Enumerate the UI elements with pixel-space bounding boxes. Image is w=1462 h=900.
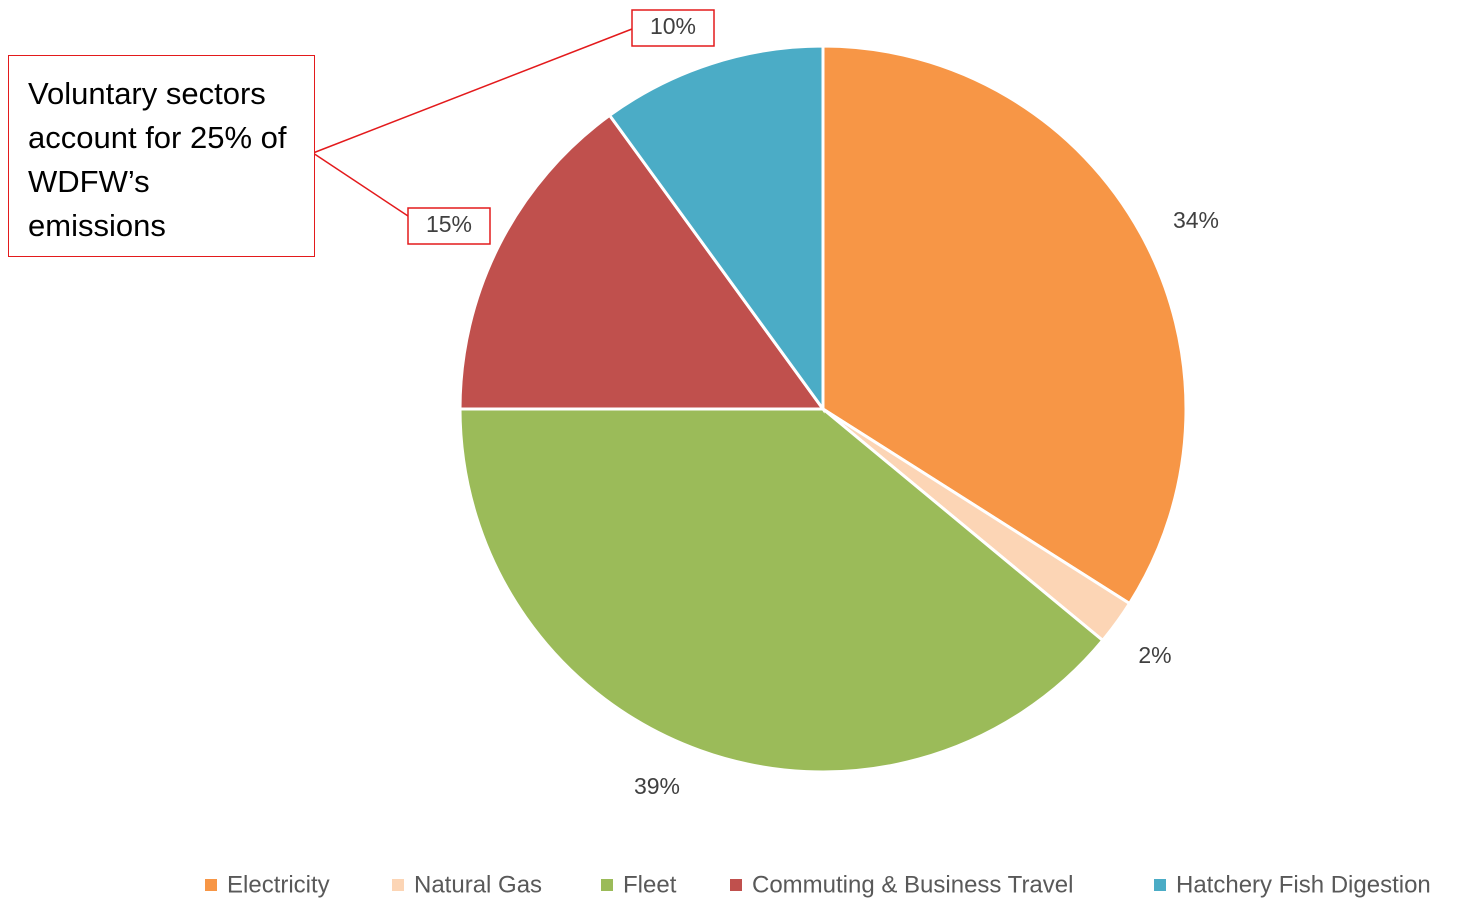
pie-slice <box>607 44 825 414</box>
data-label-box <box>631 9 715 47</box>
legend-label: Commuting & Business Travel <box>752 871 1073 898</box>
legend-swatch <box>205 879 217 891</box>
data-label-box <box>407 207 491 245</box>
legend-label: Natural Gas <box>414 871 542 898</box>
data-label: 15% <box>426 211 472 237</box>
data-label: 34% <box>1173 207 1219 233</box>
annotation: Voluntary sectors account for 25% of WDF… <box>8 55 315 257</box>
legend-swatch <box>601 879 613 891</box>
data-label: 10% <box>650 13 696 39</box>
annotation-connector <box>312 152 409 217</box>
pie-slice <box>458 113 826 411</box>
legend-swatch <box>730 879 742 891</box>
annotation-connector <box>312 28 633 154</box>
legend-swatch <box>1154 879 1166 891</box>
data-label: 2% <box>1138 642 1171 668</box>
legend-label: Hatchery Fish Digestion <box>1176 871 1431 898</box>
legend-label: Fleet <box>623 871 677 898</box>
pie-slice <box>458 407 1105 774</box>
pie-slice <box>821 44 1188 606</box>
data-label: 39% <box>634 773 680 799</box>
legend-label: Electricity <box>227 871 330 898</box>
legend-swatch <box>392 879 404 891</box>
